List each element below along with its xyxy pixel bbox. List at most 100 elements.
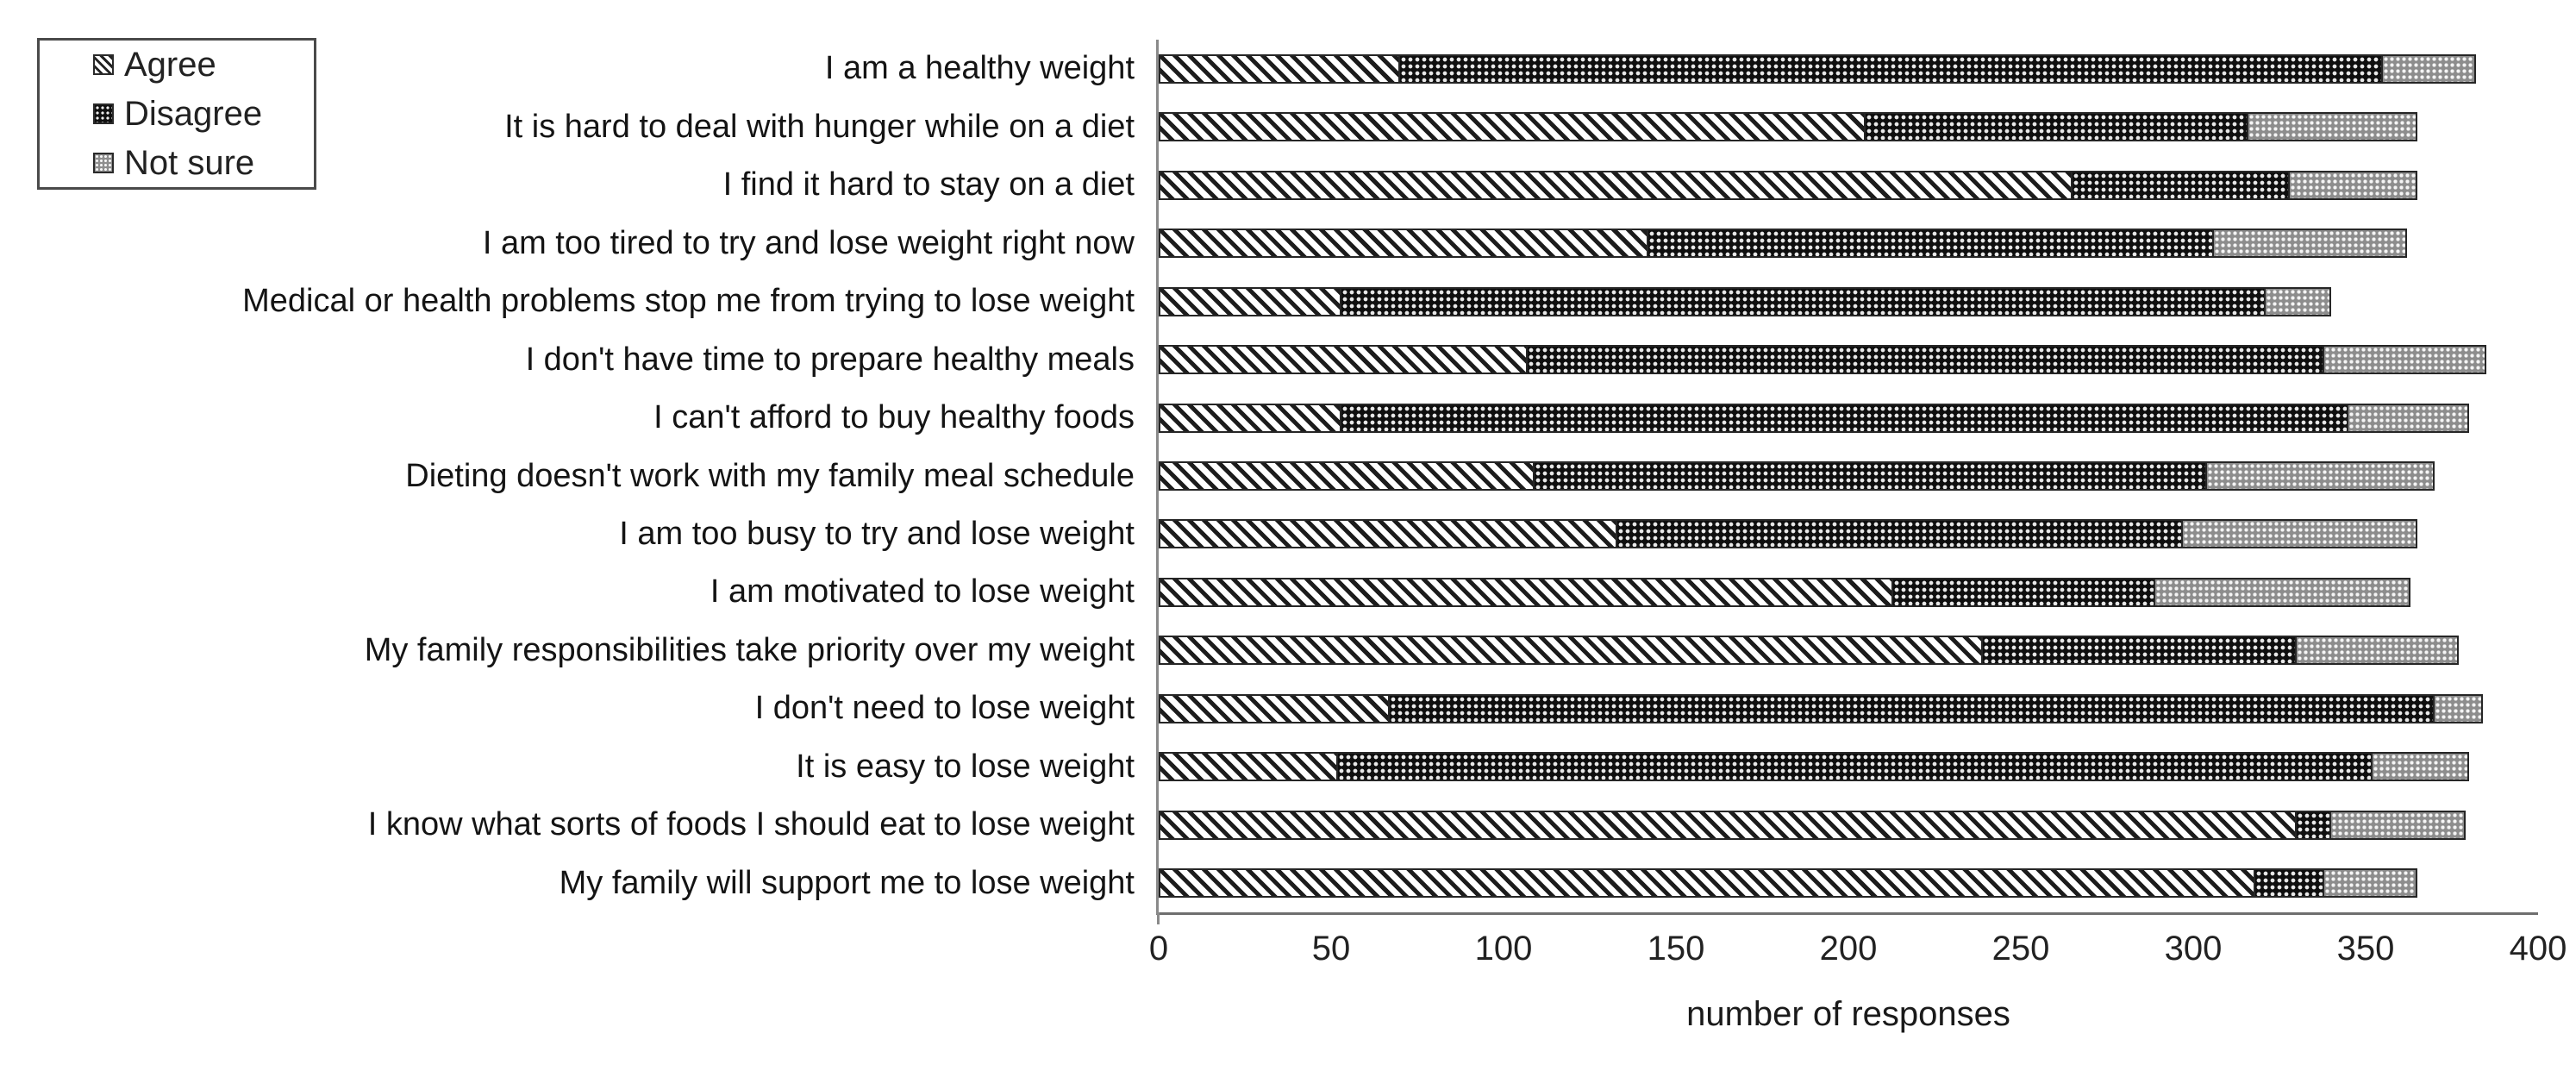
stacked-bar: [1159, 345, 2486, 375]
bar-segment-disagree: [1535, 461, 2207, 492]
bar-segment-not-sure: [2324, 345, 2486, 375]
category-label: I am a healthy weight: [824, 50, 1135, 87]
bar-segment-not-sure: [2373, 752, 2469, 782]
bar-segment-agree: [1159, 752, 1338, 782]
x-tick-label: 300: [2164, 930, 2223, 968]
bar-row: [1159, 272, 2538, 330]
stacked-bar: [1159, 636, 2459, 666]
disagree-swatch-icon: [93, 103, 114, 124]
bar-segment-not-sure: [2348, 403, 2469, 433]
not-sure-swatch-icon: [93, 153, 114, 173]
stacked-bar: [1159, 461, 2435, 492]
bar-segment-not-sure: [2297, 636, 2459, 666]
bar-segment-not-sure: [2155, 577, 2410, 607]
bar-segment-not-sure: [2214, 229, 2407, 259]
category-label: Medical or health problems stop me from …: [242, 283, 1135, 320]
bar-segment-disagree: [1400, 53, 2383, 84]
stacked-bar: [1159, 810, 2466, 840]
bar-segment-not-sure: [2383, 53, 2476, 84]
bar-segment-disagree: [1390, 693, 2435, 723]
legend-label: Not sure: [124, 144, 255, 182]
bar-segment-agree: [1159, 286, 1341, 316]
x-tick-label: 250: [1991, 930, 2050, 968]
category-label: I don't have time to prepare healthy mea…: [525, 341, 1135, 378]
bar-segment-not-sure: [2266, 286, 2331, 316]
legend-label: Disagree: [124, 95, 263, 133]
stacked-bar: [1159, 53, 2476, 84]
bar-segment-not-sure: [2183, 519, 2417, 549]
x-axis-title: number of responses: [1686, 995, 2010, 1033]
x-tick-label: 400: [2509, 930, 2567, 968]
bar-row: [1159, 156, 2538, 214]
category-label: My family will support me to lose weight: [559, 864, 1135, 901]
bar-row: [1159, 622, 2538, 680]
category-label: It is hard to deal with hunger while on …: [504, 108, 1135, 145]
x-tick-label: 350: [2336, 930, 2395, 968]
bar-segment-disagree: [1893, 577, 2155, 607]
bar-row: [1159, 97, 2538, 155]
bar-segment-not-sure: [2248, 112, 2417, 142]
bar-segment-not-sure: [2324, 868, 2417, 899]
bar-row: [1159, 447, 2538, 504]
x-tick-label: 200: [1819, 930, 1878, 968]
bar-segment-agree: [1159, 636, 1983, 666]
bar-segment-not-sure: [2207, 461, 2435, 492]
category-labels: I am a healthy weight It is hard to deal …: [0, 40, 1147, 912]
legend-item-not-sure: Not sure: [93, 142, 314, 184]
agree-swatch-icon: [93, 54, 114, 75]
bar-segment-disagree: [2073, 170, 2290, 200]
bar-row: [1159, 738, 2538, 796]
bar-segment-not-sure: [2290, 170, 2417, 200]
bar-row: [1159, 40, 2538, 97]
bar-segment-disagree: [1648, 229, 2214, 259]
bar-segment-disagree: [1983, 636, 2297, 666]
bar-row: [1159, 680, 2538, 737]
plot-area: 0 50 100 150 200 250 300 350 400 number of respo…: [1149, 40, 2567, 1033]
bar-segment-agree: [1159, 461, 1535, 492]
category-label: I don't need to lose weight: [754, 690, 1135, 727]
category-label: I am too busy to try and lose weight: [619, 515, 1135, 552]
bar-segment-disagree: [1341, 286, 2266, 316]
bar-segment-agree: [1159, 229, 1648, 259]
bar-row: [1159, 855, 2538, 912]
stacked-bar: [1159, 286, 2331, 316]
bar-segment-not-sure: [2331, 810, 2466, 840]
category-label: It is easy to lose weight: [796, 748, 1135, 785]
x-tick-label: 50: [1311, 930, 1351, 968]
bar-segment-agree: [1159, 345, 1528, 375]
bar-segment-agree: [1159, 868, 2255, 899]
stacked-bar: [1159, 868, 2417, 899]
bar-segment-disagree: [1617, 519, 2183, 549]
bar-segment-disagree: [2297, 810, 2331, 840]
bar-segment-agree: [1159, 519, 1617, 549]
category-label: Dieting doesn't work with my family meal…: [405, 457, 1135, 494]
category-label: I know what sorts of foods I should eat …: [367, 806, 1135, 843]
category-label: My family responsibilities take priority…: [364, 631, 1135, 668]
x-axis-tick-zero: [1157, 912, 1160, 924]
legend-label: Agree: [124, 46, 216, 84]
category-label: I am motivated to lose weight: [710, 573, 1135, 611]
bar-row: [1159, 214, 2538, 272]
bar-row: [1159, 563, 2538, 621]
x-tick-label: 0: [1148, 930, 1169, 968]
legend: Agree Disagree Not sure: [37, 38, 316, 190]
legend-item-agree: Agree: [93, 44, 314, 85]
bar-segment-agree: [1159, 810, 2297, 840]
x-tick-label: 150: [1647, 930, 1705, 968]
stacked-bar: [1159, 693, 2483, 723]
stacked-bar: [1159, 403, 2469, 433]
bar-segment-agree: [1159, 170, 2073, 200]
category-label: I can't afford to buy healthy foods: [653, 399, 1135, 436]
category-label: I find it hard to stay on a diet: [722, 166, 1135, 204]
bar-row: [1159, 330, 2538, 388]
legend-item-disagree: Disagree: [93, 93, 314, 135]
bar-segment-agree: [1159, 112, 1866, 142]
bar-segment-agree: [1159, 577, 1893, 607]
bar-row: [1159, 505, 2538, 563]
stacked-bar: [1159, 229, 2407, 259]
stacked-bar: [1159, 170, 2417, 200]
bar-segment-agree: [1159, 693, 1390, 723]
bar-segment-disagree: [1341, 403, 2348, 433]
stacked-bar: [1159, 577, 2410, 607]
